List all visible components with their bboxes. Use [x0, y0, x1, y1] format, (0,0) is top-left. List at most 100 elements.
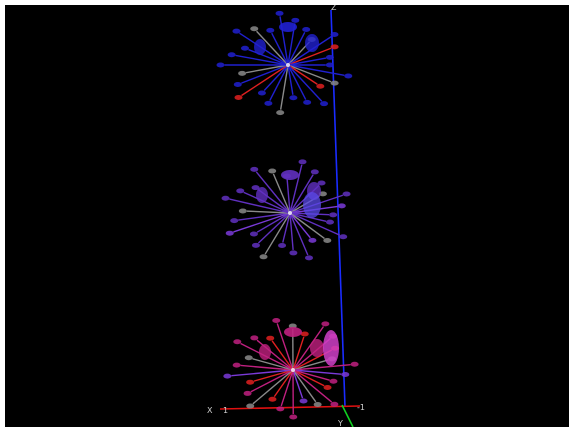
y-axis — [341, 404, 354, 427]
arrow-head — [291, 17, 300, 23]
arrow-head — [325, 62, 334, 68]
arrow-shaft — [253, 369, 294, 382]
arrow-shaft — [246, 210, 291, 214]
arrow-head — [298, 159, 307, 165]
arrow-shaft — [289, 212, 341, 236]
arrow-head — [257, 90, 266, 96]
arrow-head — [266, 27, 275, 33]
arrow-head — [221, 195, 230, 201]
arrow-head — [232, 362, 241, 368]
arrow-shaft — [287, 47, 332, 66]
y-axis-label: Y — [337, 419, 343, 427]
arrow-head — [250, 335, 259, 341]
arrow-shaft — [256, 212, 291, 233]
arrow-head — [278, 242, 287, 248]
arrow-shaft — [286, 179, 291, 214]
arrow-shaft — [240, 364, 294, 371]
arrow-head — [341, 372, 350, 378]
arrow-shaft — [255, 171, 291, 214]
arrow-cluster-middle — [221, 159, 351, 261]
arrow-head — [232, 28, 241, 34]
arrow-head — [302, 26, 311, 32]
arrow-head — [289, 95, 298, 101]
arrow-shaft — [289, 212, 294, 250]
arrow-head — [268, 396, 277, 402]
arrow-head — [275, 10, 284, 16]
scene-canvas[interactable]: X 1 -1 Y Z — [5, 5, 569, 427]
arrow-shaft — [269, 64, 289, 101]
arrow-shaft — [233, 212, 291, 233]
arrow-shaft — [289, 174, 314, 214]
arrow-shaft — [289, 164, 303, 214]
ellipsoid-glyph — [259, 344, 271, 360]
arrow-head — [325, 219, 334, 225]
arrow-head — [323, 385, 332, 391]
x-axis — [219, 405, 361, 410]
arrow-head — [238, 208, 247, 214]
arrow-head — [259, 254, 268, 260]
arrow-shaft — [292, 326, 325, 371]
arrow-head — [321, 321, 330, 327]
arrow-shaft — [289, 212, 311, 239]
arrow-shaft — [292, 363, 351, 371]
arrow-shaft — [292, 369, 317, 403]
arrow-shaft — [252, 369, 294, 405]
ellipsoid-glyph — [303, 192, 321, 218]
arrow-shaft — [248, 49, 289, 66]
ellipsoid-glyph — [323, 330, 339, 366]
arrow-cluster-bottom — [223, 318, 359, 420]
ellipsoid-glyph — [256, 187, 268, 203]
arrow-head — [243, 390, 252, 396]
arrow-head — [227, 52, 236, 58]
arrow-shaft — [238, 212, 291, 221]
arrow-head — [251, 242, 260, 248]
arrow-head — [330, 401, 339, 407]
x-axis-label: X — [207, 406, 213, 415]
arrow-head — [238, 70, 247, 76]
arrow-shaft — [287, 31, 306, 66]
ellipsoid-glyph — [310, 339, 324, 357]
arrow-shaft — [279, 64, 289, 110]
arrow-head — [272, 318, 281, 324]
arrow-head — [276, 110, 285, 116]
arrow-head — [225, 230, 234, 236]
arrow-shaft — [273, 369, 294, 398]
arrow-shaft — [289, 212, 309, 256]
arrow-head — [339, 234, 348, 240]
arrow-shaft — [241, 64, 289, 97]
ellipsoid-glyph — [284, 327, 302, 337]
arrow-head — [249, 231, 258, 237]
arrow-shaft — [292, 369, 330, 381]
arrow-head — [300, 331, 309, 337]
arrow-head — [266, 335, 275, 341]
arrow-clusters — [216, 10, 359, 420]
arrow-head — [308, 237, 317, 243]
arrow-head — [246, 403, 255, 409]
x-axis-tick: 1 — [223, 406, 228, 415]
arrow-shaft — [245, 64, 289, 74]
arrow-head — [216, 62, 225, 68]
arrow-shaft — [271, 32, 289, 66]
arrow-shaft — [235, 54, 289, 66]
arrow-shaft — [287, 64, 307, 100]
arrow-head — [344, 73, 353, 79]
arrow-shaft — [289, 212, 327, 222]
arrow-head — [310, 169, 319, 175]
arrow-head — [305, 255, 314, 261]
arrow-shaft — [243, 191, 291, 214]
arrow-head — [325, 54, 334, 60]
arrow-head — [276, 406, 285, 412]
arrow-shaft — [292, 336, 305, 371]
arrow-head — [323, 238, 332, 244]
arrow-head — [350, 361, 359, 367]
arrow-head — [337, 203, 346, 209]
3d-viewport[interactable]: X 1 -1 Y Z — [5, 5, 569, 427]
arrow-head — [316, 83, 325, 89]
arrow-head — [244, 355, 253, 361]
cluster-center — [288, 211, 292, 215]
z-axis-label: Z — [331, 5, 337, 12]
arrow-shaft — [271, 340, 294, 371]
ellipsoid-glyph — [279, 22, 297, 32]
arrow-shaft — [287, 64, 294, 95]
